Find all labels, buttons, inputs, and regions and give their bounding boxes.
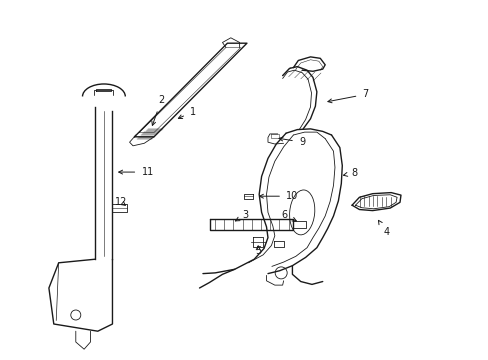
Text: 1: 1 (178, 107, 196, 118)
Text: 3: 3 (235, 210, 248, 221)
Text: 4: 4 (378, 220, 388, 237)
Text: 10: 10 (259, 191, 298, 201)
Text: 2: 2 (152, 95, 164, 125)
Text: 11: 11 (119, 167, 154, 177)
Text: 7: 7 (327, 89, 368, 103)
Text: 12: 12 (115, 197, 127, 207)
Text: 6: 6 (281, 210, 296, 221)
Text: 8: 8 (343, 168, 357, 178)
Text: 5: 5 (255, 246, 261, 256)
Text: 9: 9 (279, 137, 305, 147)
